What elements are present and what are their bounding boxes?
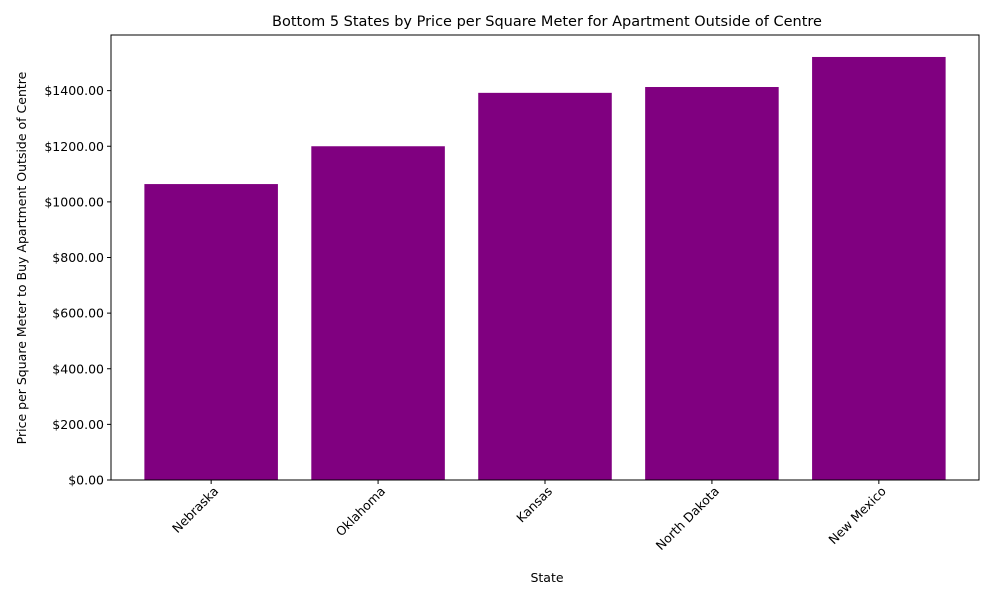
x-tick-label: Nebraska (169, 484, 221, 536)
chart-title: Bottom 5 States by Price per Square Mete… (272, 14, 822, 30)
bar-oklahoma (311, 146, 445, 480)
bar-kansas (478, 92, 612, 480)
bar-nebraska (144, 184, 278, 480)
x-axis-label: State (530, 570, 563, 585)
bar-north-dakota (645, 87, 779, 480)
x-tick-label: North Dakota (653, 484, 722, 553)
y-axis-label: Price per Square Meter to Buy Apartment … (14, 71, 29, 444)
plot-frame (110, 34, 980, 481)
y-tick-label: $1200.00 (44, 139, 104, 154)
y-tick-label: $800.00 (52, 250, 104, 265)
y-tick-label: $400.00 (52, 361, 104, 376)
y-tick-label: $1400.00 (44, 83, 104, 98)
x-tick-label: Oklahoma (333, 484, 389, 540)
y-tick-label: $200.00 (52, 417, 104, 432)
y-tick-label: $0.00 (68, 473, 104, 488)
x-tick-label: New Mexico (825, 484, 889, 548)
plot-area: Nebraska Oklahoma Kansas North Dakota New Me… (44, 34, 980, 553)
y-tick-label: $600.00 (52, 306, 104, 321)
bar-new-mexico (812, 56, 946, 480)
x-tick-label: Kansas (513, 484, 555, 526)
y-tick-label: $1000.00 (44, 194, 104, 209)
